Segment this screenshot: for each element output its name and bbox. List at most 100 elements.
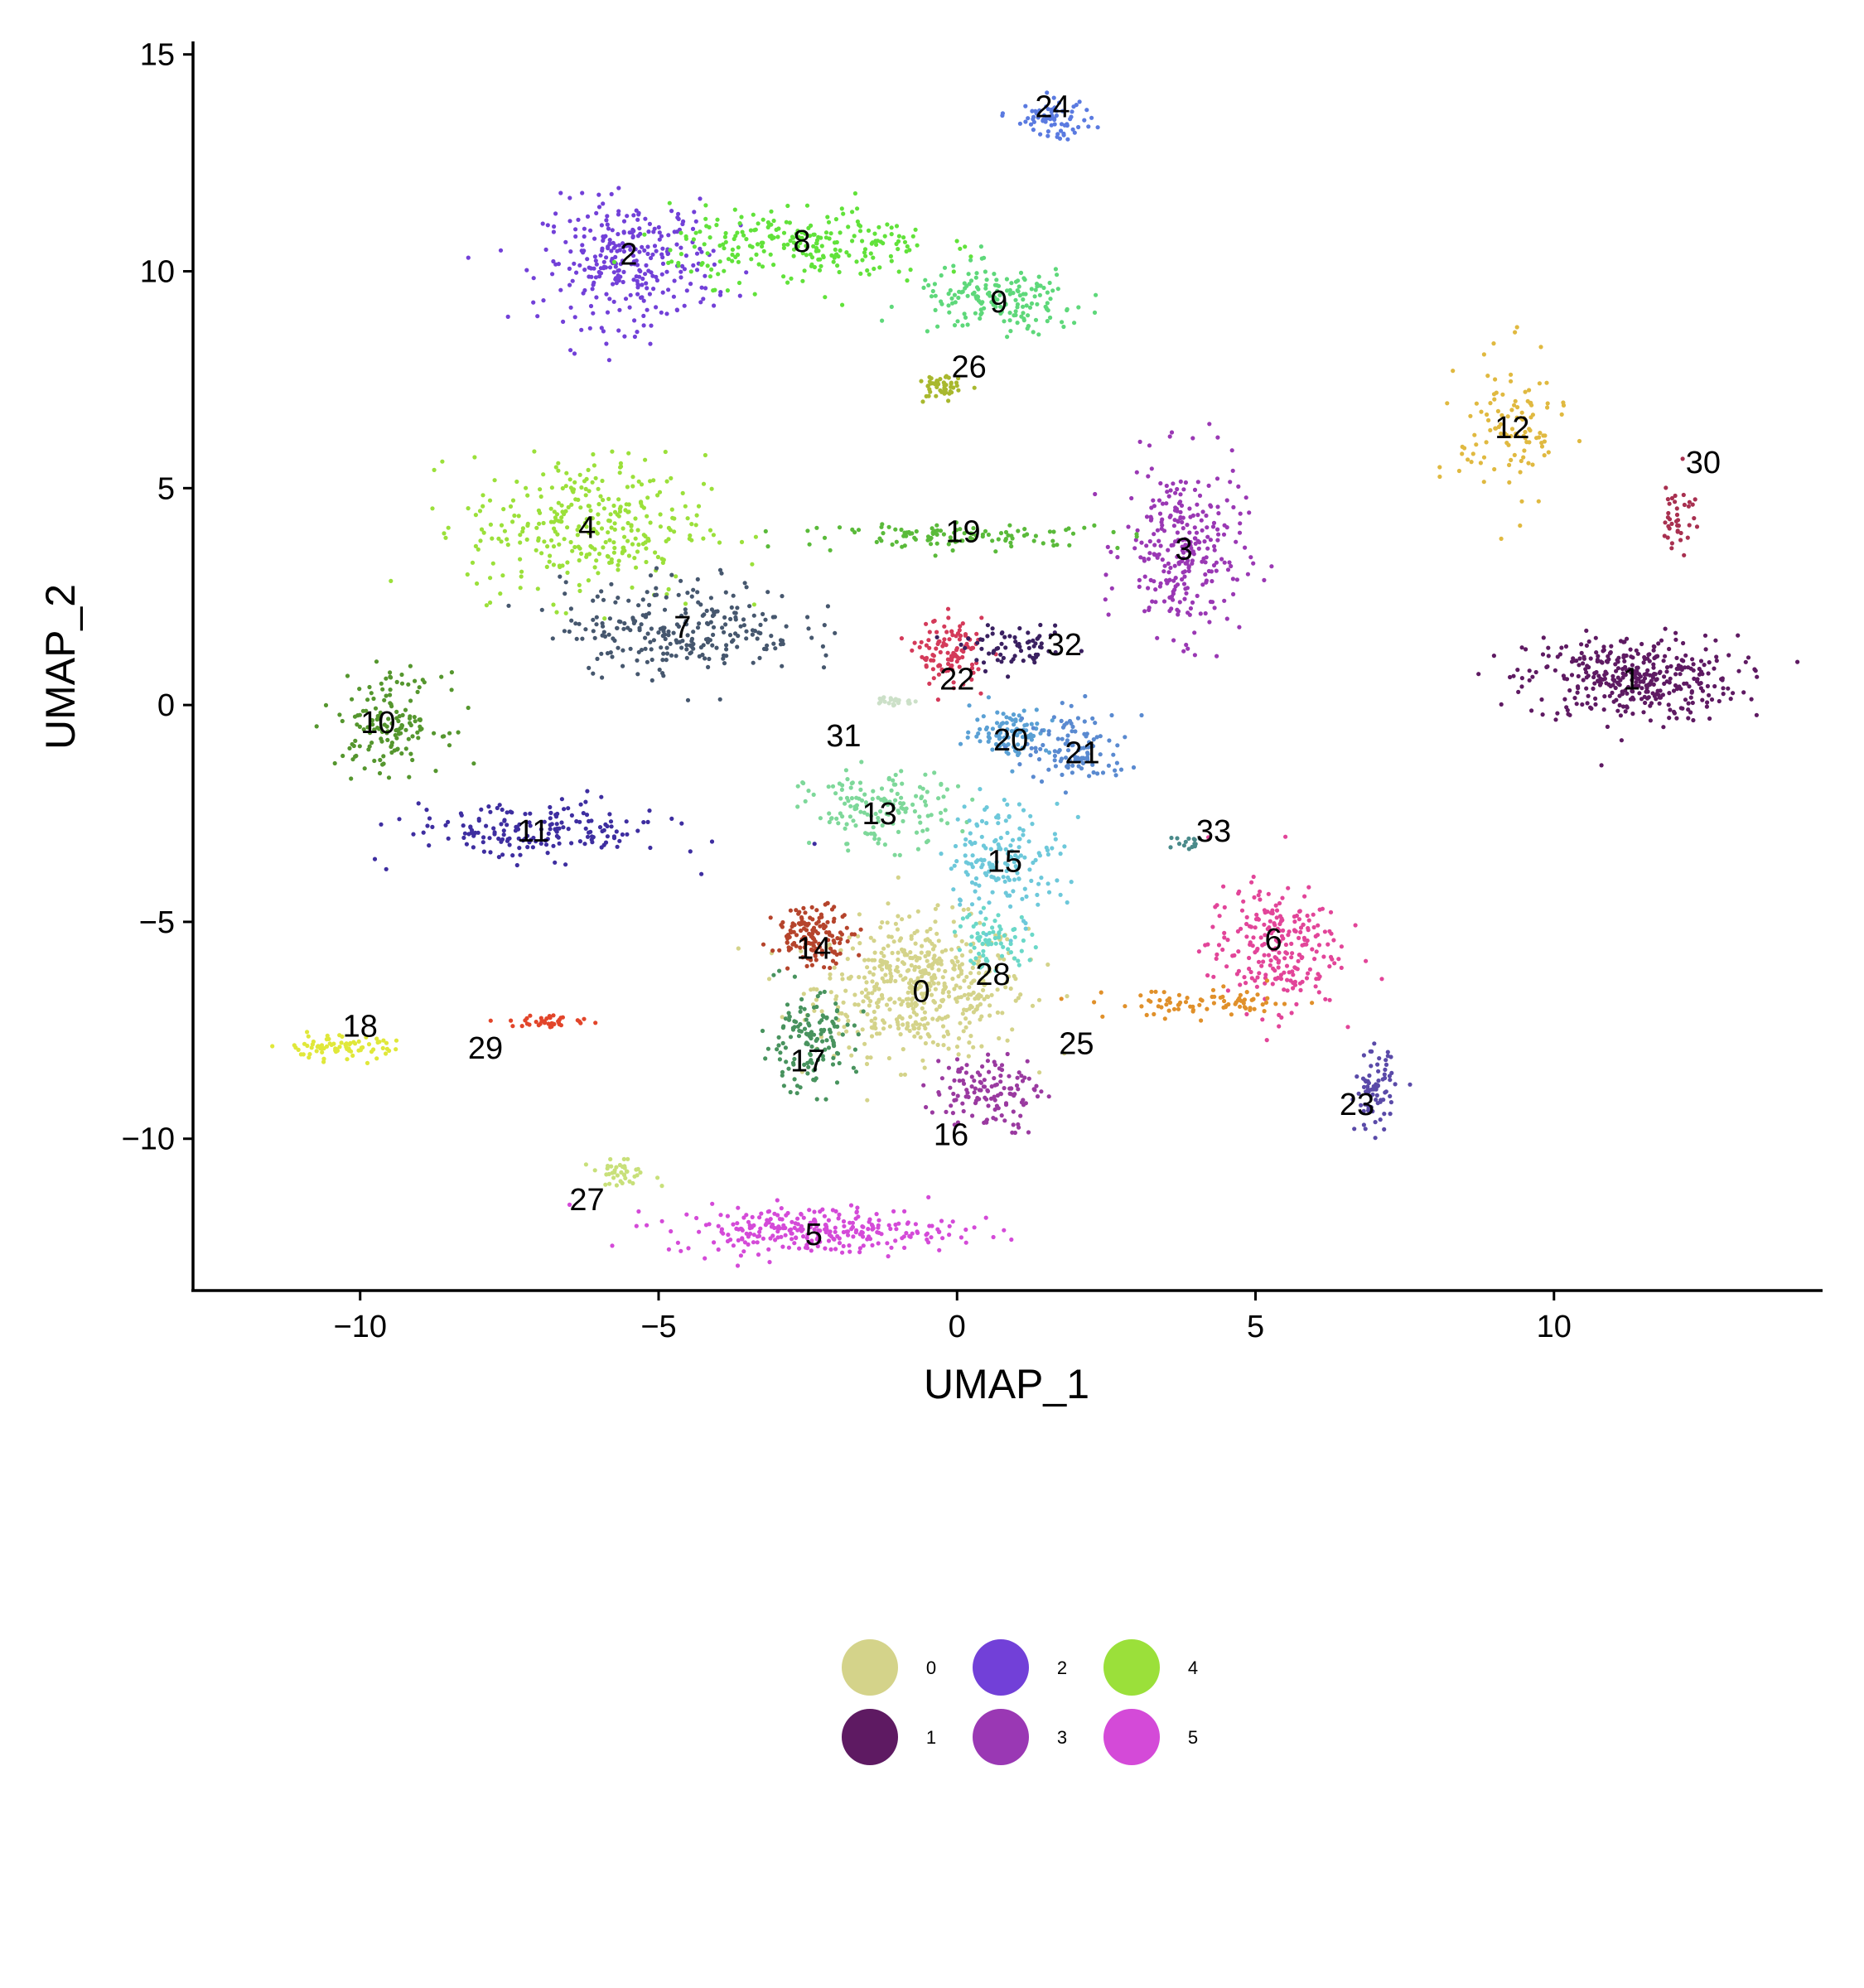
point (630, 234, 635, 239)
point (1016, 528, 1021, 533)
point (841, 1000, 846, 1005)
point (666, 287, 671, 292)
point (1211, 520, 1217, 526)
point (1007, 814, 1012, 819)
point (948, 535, 953, 540)
point (956, 388, 961, 393)
point (603, 1182, 608, 1187)
point (1700, 697, 1705, 702)
point (691, 263, 696, 268)
point (1644, 671, 1649, 676)
point (523, 812, 528, 817)
point (993, 304, 998, 309)
point (750, 632, 756, 637)
point (669, 572, 674, 577)
point (905, 1221, 910, 1226)
point (499, 822, 504, 827)
point (763, 617, 768, 622)
point (645, 819, 650, 825)
point (1013, 728, 1018, 733)
point (811, 1218, 816, 1223)
point (901, 977, 905, 982)
point (572, 351, 577, 356)
point (655, 554, 661, 560)
point (704, 608, 709, 614)
point (968, 646, 973, 652)
point (984, 805, 989, 810)
point (1024, 894, 1029, 899)
point (616, 268, 621, 273)
point (827, 819, 832, 825)
point (339, 1040, 344, 1045)
point (989, 1084, 994, 1089)
point (1057, 136, 1063, 141)
point (915, 243, 920, 248)
point (925, 950, 930, 955)
point (849, 932, 854, 937)
point (1055, 543, 1060, 548)
point (1252, 1006, 1257, 1011)
point (962, 1007, 967, 1012)
point (927, 963, 932, 967)
point (811, 244, 816, 248)
point (804, 963, 809, 968)
point (886, 943, 891, 948)
point (567, 219, 572, 224)
point (1065, 137, 1070, 142)
point (990, 747, 995, 752)
point (1207, 620, 1212, 625)
point (1615, 675, 1620, 680)
point (1260, 1002, 1265, 1007)
point (1336, 957, 1341, 962)
point (865, 1098, 870, 1103)
point (1024, 303, 1029, 308)
point (612, 545, 617, 551)
point (1183, 1000, 1189, 1005)
point (939, 818, 944, 823)
point (1147, 551, 1152, 556)
point (767, 1260, 772, 1265)
point (1026, 116, 1031, 121)
point (1602, 694, 1607, 699)
point (496, 855, 502, 860)
point (1539, 444, 1545, 449)
point (971, 1045, 976, 1049)
point (683, 253, 689, 258)
point (751, 1240, 756, 1245)
point (826, 1218, 832, 1223)
point (821, 1014, 826, 1019)
point (1641, 660, 1646, 665)
point (901, 533, 906, 538)
point (1257, 971, 1262, 976)
point (691, 641, 696, 647)
point (970, 797, 975, 802)
cluster-26-points (919, 374, 977, 404)
point (1541, 433, 1546, 438)
point (1654, 654, 1659, 659)
point (1639, 697, 1644, 702)
point (1294, 913, 1299, 919)
point (815, 1047, 820, 1052)
point (1167, 595, 1172, 601)
point (647, 292, 653, 297)
point (498, 591, 503, 596)
point (978, 920, 983, 925)
point (1051, 715, 1056, 720)
point (799, 948, 804, 953)
point (959, 1235, 963, 1240)
point (839, 1011, 844, 1016)
point (1322, 929, 1327, 934)
point (1273, 903, 1278, 908)
point (1635, 651, 1640, 656)
point (798, 240, 803, 245)
point (1021, 311, 1026, 316)
point (686, 1246, 691, 1251)
point (959, 953, 965, 958)
point (1171, 543, 1176, 548)
cluster-14-points (761, 900, 863, 971)
point (1153, 989, 1158, 994)
point (1610, 673, 1615, 678)
point (722, 268, 727, 273)
point (1181, 487, 1186, 492)
point (1228, 480, 1233, 485)
